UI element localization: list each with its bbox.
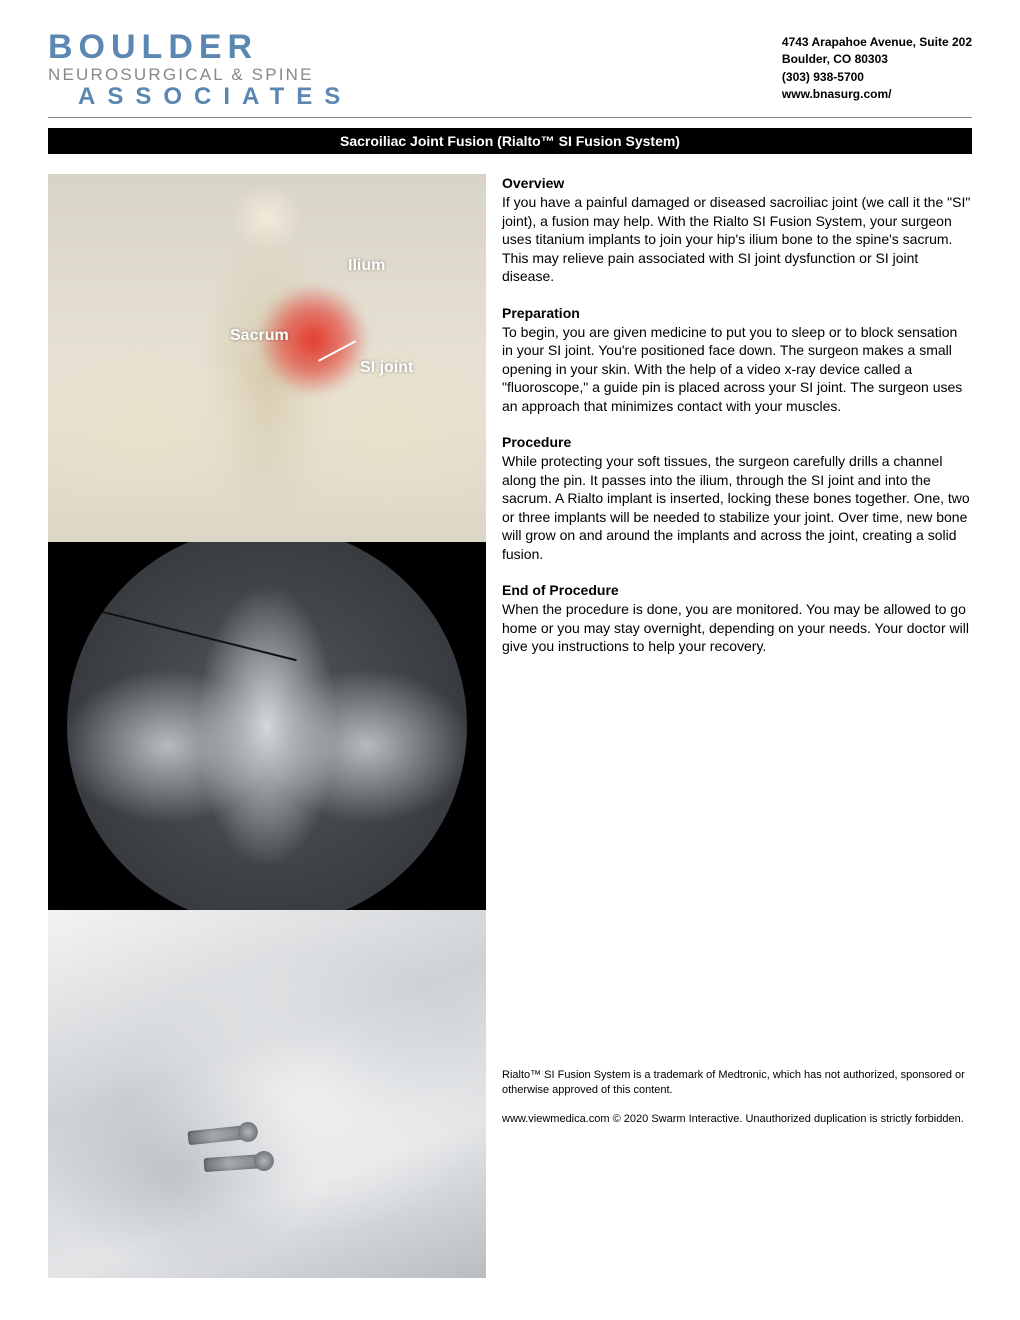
logo: BOULDER NEUROSURGICAL & SPINE ASSOCIATES <box>48 30 352 109</box>
translucent-bone <box>48 910 486 1278</box>
website: www.bnasurg.com/ <box>782 86 972 103</box>
guide-pin <box>83 606 297 661</box>
anatomy-illustration: Ilium Sacrum SI joint <box>48 174 486 542</box>
logo-line2: NEUROSURGICAL & SPINE <box>48 66 352 83</box>
header: BOULDER NEUROSURGICAL & SPINE ASSOCIATES… <box>48 30 972 118</box>
section-preparation: Preparation To begin, you are given medi… <box>502 304 972 416</box>
heading-procedure: Procedure <box>502 433 972 451</box>
content: Ilium Sacrum SI joint Overview If you ha… <box>48 174 972 1278</box>
address-line2: Boulder, CO 80303 <box>782 51 972 68</box>
section-procedure: Procedure While protecting your soft tis… <box>502 433 972 563</box>
heading-end: End of Procedure <box>502 581 972 599</box>
section-overview: Overview If you have a painful damaged o… <box>502 174 972 286</box>
phone: (303) 938-5700 <box>782 69 972 86</box>
label-ilium: Ilium <box>348 256 385 277</box>
xray-circle <box>67 542 467 910</box>
label-si-joint: SI joint <box>360 358 413 379</box>
label-sacrum: Sacrum <box>230 326 289 347</box>
section-end: End of Procedure When the procedure is d… <box>502 581 972 656</box>
address-line1: 4743 Arapahoe Avenue, Suite 202 <box>782 34 972 51</box>
fluoroscope-illustration <box>48 542 486 910</box>
page-title: Sacroiliac Joint Fusion (Rialto™ SI Fusi… <box>48 128 972 154</box>
logo-line1: BOULDER <box>48 30 352 64</box>
spacer <box>502 674 972 1054</box>
logo-line3: ASSOCIATES <box>78 85 352 109</box>
footnote-trademark: Rialto™ SI Fusion System is a trademark … <box>502 1068 972 1098</box>
body-end: When the procedure is done, you are moni… <box>502 600 972 655</box>
footnote-copyright: www.viewmedica.com © 2020 Swarm Interact… <box>502 1112 972 1127</box>
implant-illustration <box>48 910 486 1278</box>
contact-block: 4743 Arapahoe Avenue, Suite 202 Boulder,… <box>782 34 972 104</box>
body-overview: If you have a painful damaged or disease… <box>502 193 972 285</box>
text-column: Overview If you have a painful damaged o… <box>502 174 972 1278</box>
body-preparation: To begin, you are given medicine to put … <box>502 323 972 415</box>
heading-preparation: Preparation <box>502 304 972 322</box>
heading-overview: Overview <box>502 174 972 192</box>
body-procedure: While protecting your soft tissues, the … <box>502 452 972 563</box>
image-column: Ilium Sacrum SI joint <box>48 174 486 1278</box>
